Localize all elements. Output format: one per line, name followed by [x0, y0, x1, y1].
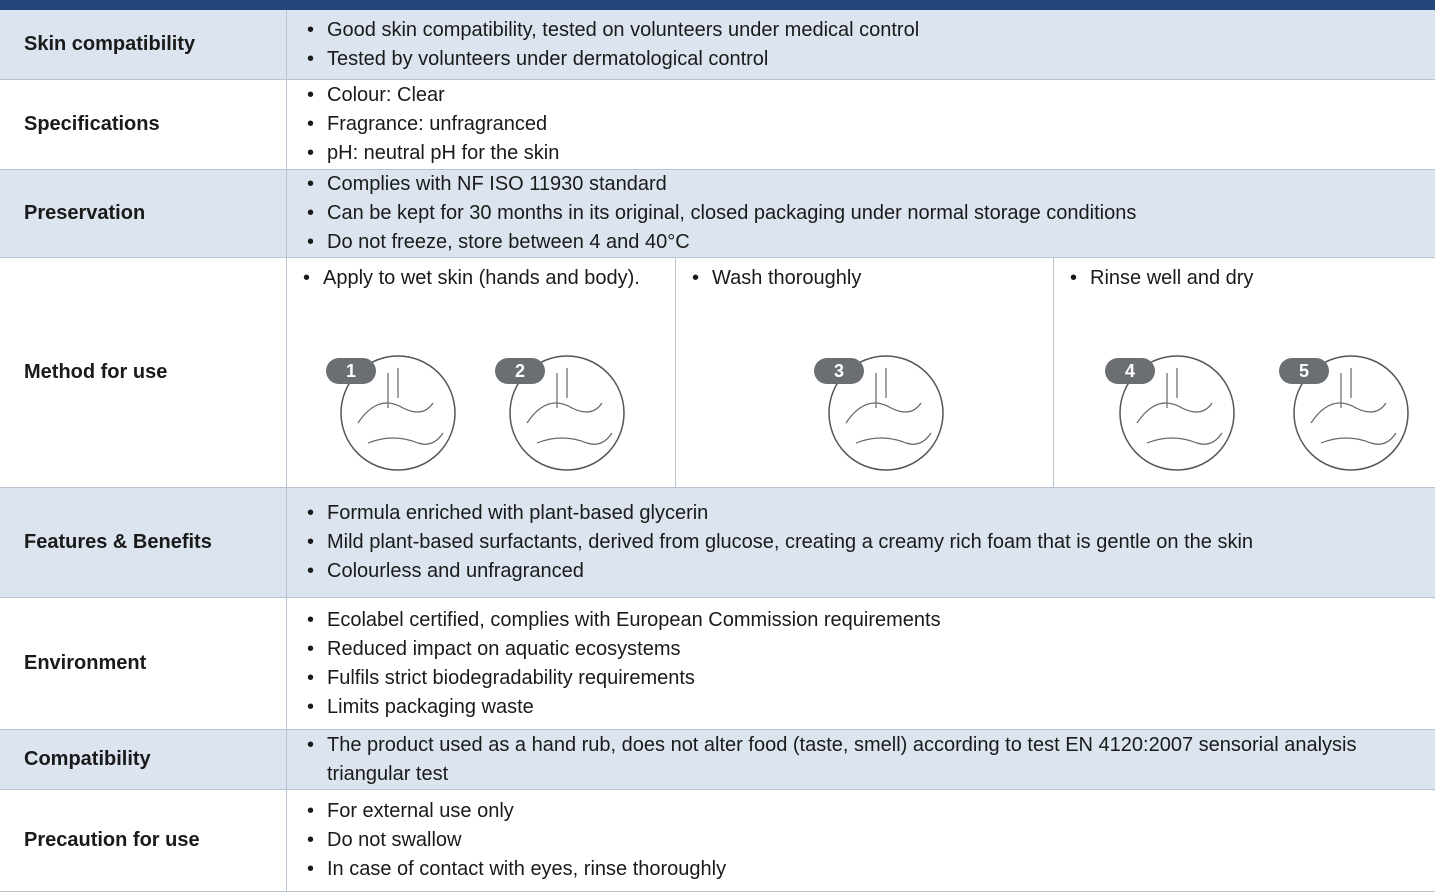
- step-badge: [495, 358, 545, 384]
- bullet-list: Wash thoroughly: [692, 264, 1053, 293]
- bullet-item: Fragrance: unfragranced: [307, 110, 1419, 139]
- row-label: Skin compatibility: [0, 10, 287, 79]
- bullet-item: The product used as a hand rub, does not…: [307, 731, 1419, 789]
- bullet-item: Fulfils strict biodegradability requirem…: [307, 664, 1419, 693]
- bullet-item: In case of contact with eyes, rinse thor…: [307, 855, 1419, 884]
- bullet-item: Rinse well and dry: [1070, 264, 1435, 293]
- row-content: Good skin compatibility, tested on volun…: [287, 10, 1435, 79]
- step-circle: [509, 355, 625, 471]
- header-bar: [0, 0, 1435, 10]
- bullet-item: Mild plant-based surfactants, derived fr…: [307, 528, 1419, 557]
- bullet-item: Wash thoroughly: [692, 264, 1053, 293]
- row-label: Features & Benefits: [0, 488, 287, 597]
- bullet-list: Ecolabel certified, complies with Europe…: [307, 606, 1419, 722]
- hand-sketch: [1136, 368, 1223, 445]
- row-content: Colour: ClearFragrance: unfragrancedpH: …: [287, 80, 1435, 169]
- table-row: Skin compatibility Good skin compatibilit…: [0, 10, 1435, 80]
- bullet-list: Colour: ClearFragrance: unfragrancedpH: …: [307, 81, 1419, 168]
- step-badge: [326, 358, 376, 384]
- row-content: Complies with NF ISO 11930 standardCan b…: [287, 170, 1435, 257]
- step-illustrations: 3: [814, 355, 944, 471]
- hand-sketch: [845, 368, 932, 445]
- row-label: Environment: [0, 598, 287, 729]
- hand-sketch: [1310, 368, 1397, 445]
- bullet-item: Ecolabel certified, complies with Europe…: [307, 606, 1419, 635]
- step-number: 1: [346, 361, 356, 381]
- bullet-item: Good skin compatibility, tested on volun…: [307, 16, 1419, 45]
- row-content: The product used as a hand rub, does not…: [287, 730, 1435, 789]
- bullet-item: pH: neutral pH for the skin: [307, 139, 1419, 168]
- bullet-item: Complies with NF ISO 11930 standard: [307, 170, 1419, 199]
- bullet-item: Formula enriched with plant-based glycer…: [307, 499, 1419, 528]
- bullet-list: The product used as a hand rub, does not…: [307, 731, 1419, 789]
- bullet-item: Can be kept for 30 months in its origina…: [307, 199, 1419, 228]
- row-label: Specifications: [0, 80, 287, 169]
- step-circle: [828, 355, 944, 471]
- table-row: Features & Benefits Formula enriched with…: [0, 488, 1435, 598]
- bullet-item: Colour: Clear: [307, 81, 1419, 110]
- table-row: SpecificationsColour: ClearFragrance: un…: [0, 80, 1435, 170]
- bullet-item: Tested by volunteers under dermatologica…: [307, 45, 1419, 74]
- table-row: PreservationComplies with NF ISO 11930 s…: [0, 170, 1435, 258]
- bullet-list: Complies with NF ISO 11930 standardCan b…: [307, 170, 1419, 257]
- row-content: Ecolabel certified, complies with Europe…: [287, 598, 1435, 729]
- row-label: Preservation: [0, 170, 287, 257]
- step-badge: [1105, 358, 1155, 384]
- table-row: Method for use12Apply to wet skin (hands…: [0, 258, 1435, 488]
- method-column: 12Apply to wet skin (hands and body).: [287, 258, 676, 487]
- hand-sketch: [526, 368, 613, 445]
- bullet-list: Good skin compatibility, tested on volun…: [307, 16, 1419, 74]
- row-content: For external use onlyDo not swallowIn ca…: [287, 790, 1435, 891]
- bullet-list: Formula enriched with plant-based glycer…: [307, 499, 1419, 586]
- step-number: 3: [834, 361, 844, 381]
- step-circle: [1119, 355, 1235, 471]
- bullet-list: For external use onlyDo not swallowIn ca…: [307, 797, 1419, 884]
- step-badge: [814, 358, 864, 384]
- table-row: Compatibility The product used as a hand …: [0, 730, 1435, 790]
- step-circle: [340, 355, 456, 471]
- step-circle: [1293, 355, 1409, 471]
- table-row: Precaution for useFor external use onlyD…: [0, 790, 1435, 892]
- bullet-item: Apply to wet skin (hands and body).: [303, 264, 675, 293]
- row-label: Compatibility: [0, 730, 287, 789]
- table-row: Environment Ecolabel certified, complies …: [0, 598, 1435, 730]
- bullet-item: For external use only: [307, 797, 1419, 826]
- row-label: Precaution for use: [0, 790, 287, 891]
- hand-sketch: [357, 368, 444, 445]
- bullet-list: Rinse well and dry: [1070, 264, 1435, 293]
- method-column: 45Rinse well and dry: [1054, 258, 1435, 487]
- bullet-item: Reduced impact on aquatic ecosystems: [307, 635, 1419, 664]
- bullet-item: Colourless and unfragranced: [307, 557, 1419, 586]
- step-badge: [1279, 358, 1329, 384]
- step-number: 5: [1299, 361, 1309, 381]
- bullet-item: Limits packaging waste: [307, 693, 1419, 722]
- bullet-list: Apply to wet skin (hands and body).: [303, 264, 675, 293]
- bullet-item: Do not freeze, store between 4 and 40°C: [307, 228, 1419, 257]
- step-number: 2: [515, 361, 525, 381]
- step-number: 4: [1125, 361, 1135, 381]
- row-content: Formula enriched with plant-based glycer…: [287, 488, 1435, 597]
- method-column: 3 Wash thoroughly: [676, 258, 1054, 487]
- row-label: Method for use: [0, 258, 287, 487]
- bullet-item: Do not swallow: [307, 826, 1419, 855]
